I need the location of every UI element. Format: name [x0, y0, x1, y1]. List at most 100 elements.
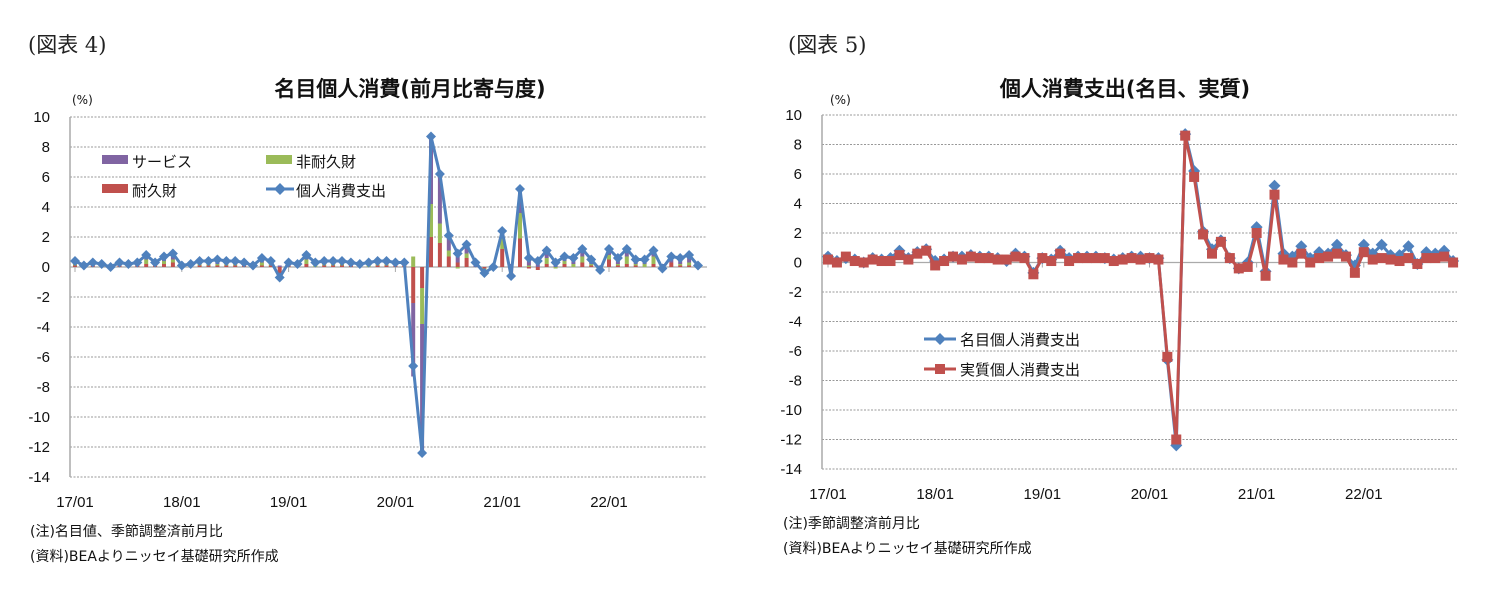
total-point-marker — [78, 260, 89, 271]
total-point-marker — [693, 260, 703, 271]
real-point-marker — [1081, 253, 1092, 264]
real-point-marker — [1367, 254, 1378, 265]
real-point-marker — [912, 248, 923, 259]
total-point-marker — [212, 254, 223, 265]
real-point-marker — [1126, 253, 1137, 264]
bar-durable — [455, 262, 460, 267]
real-point-marker — [1430, 253, 1441, 264]
real-point-marker — [1010, 251, 1021, 262]
bar-durable — [482, 267, 487, 269]
bar-durable — [233, 265, 238, 267]
total-point-marker — [390, 257, 401, 268]
right-plot-area: 10 8 6 4 2 0 -2 -4 -6 -8 -10 -12 -14 17/01 18/01 19/01 2… — [780, 107, 1457, 503]
bar-durable — [268, 265, 273, 267]
total-point-marker — [515, 184, 525, 194]
x-tick-label: 21/01 — [483, 494, 521, 511]
bar-nondurable — [580, 256, 585, 263]
bar-durable — [544, 264, 549, 267]
bar-durable — [535, 267, 540, 270]
y-tick-label: -4 — [37, 319, 50, 336]
bar-durable — [633, 265, 638, 267]
y-tick-label: -6 — [789, 343, 802, 360]
bar-durable — [259, 265, 264, 267]
total-point-marker — [114, 257, 125, 268]
total-point-marker — [550, 257, 561, 268]
bar-nondurable — [420, 288, 425, 324]
legend-swatch-nondurable — [266, 155, 292, 164]
real-point-marker — [992, 254, 1003, 265]
real-point-marker — [1403, 253, 1414, 264]
real-point-marker — [885, 256, 896, 267]
x-tick-label: 19/01 — [270, 494, 308, 511]
bar-durable — [144, 264, 149, 267]
total-point-marker — [310, 257, 321, 268]
real-point-marker — [1001, 254, 1012, 265]
real-point-marker — [1233, 263, 1244, 274]
total-point-marker — [604, 244, 614, 254]
real-point-marker — [1180, 130, 1191, 141]
real-point-marker — [1189, 171, 1200, 182]
real-point-marker — [1055, 248, 1066, 259]
total-point-marker — [141, 250, 152, 260]
bar-durable — [562, 264, 567, 267]
total-point-marker — [684, 250, 695, 260]
real-point-marker — [1090, 253, 1101, 264]
bar-nondurable — [642, 264, 647, 267]
real-point-marker — [1108, 256, 1119, 267]
real-point-marker — [867, 254, 878, 265]
total-point-marker — [203, 256, 214, 266]
bar-nondurable — [464, 253, 469, 258]
total-point-marker — [639, 254, 650, 265]
legend-label-nominal: 名目個人消費支出 — [960, 331, 1080, 349]
real-point-marker — [1135, 254, 1146, 265]
bar-nondurable — [144, 259, 149, 264]
total-point-marker — [265, 256, 276, 266]
real-point-marker — [1296, 248, 1307, 259]
real-point-marker — [1394, 256, 1405, 267]
bar-durable — [322, 265, 327, 267]
bar-durable — [224, 265, 229, 267]
legend-label-real: 実質個人消費支出 — [960, 361, 1080, 379]
y-tick-label: 8 — [794, 137, 802, 154]
bar-durable — [420, 267, 425, 288]
total-point-marker — [283, 257, 294, 268]
total-point-marker — [292, 259, 303, 269]
real-point-marker — [1224, 253, 1235, 264]
y-tick-label: 8 — [42, 139, 50, 156]
total-point-marker — [541, 245, 552, 256]
total-point-marker — [559, 251, 570, 262]
y-tick-label: -14 — [28, 469, 50, 486]
total-point-marker — [399, 257, 410, 268]
y-tick-label: -10 — [780, 402, 802, 419]
real-point-marker — [1385, 254, 1396, 265]
real-point-marker — [1064, 256, 1075, 267]
nominal-point-marker — [1331, 238, 1344, 251]
x-tick-label: 21/01 — [1238, 486, 1276, 503]
x-tick-label: 18/01 — [916, 486, 954, 503]
real-point-marker — [1376, 253, 1387, 264]
bar-nondurable — [170, 259, 175, 263]
legend-label-durable: 耐久財 — [132, 182, 177, 200]
total-point-marker — [150, 257, 161, 268]
legend-square-marker — [935, 364, 945, 374]
legend-diamond-marker — [274, 183, 286, 195]
bar-nondurable — [526, 265, 531, 267]
bar-durable — [607, 259, 611, 267]
bar-nondurable — [607, 255, 611, 260]
real-point-marker — [831, 257, 842, 268]
bar-services — [446, 235, 451, 251]
x-tick-label: 17/01 — [56, 494, 94, 511]
real-point-marker — [858, 257, 869, 268]
x-tick-label: 22/01 — [1345, 486, 1383, 503]
real-point-marker — [1037, 253, 1048, 264]
real-point-marker — [1028, 269, 1039, 280]
real-point-marker — [1421, 253, 1432, 264]
bar-nondurable — [304, 259, 309, 264]
bar-services — [437, 174, 442, 224]
real-point-marker — [956, 254, 967, 265]
bar-durable — [500, 249, 505, 267]
real-point-marker — [840, 251, 851, 262]
bar-durable — [651, 264, 656, 267]
bar-nondurable — [589, 264, 594, 266]
bar-services — [420, 324, 425, 453]
